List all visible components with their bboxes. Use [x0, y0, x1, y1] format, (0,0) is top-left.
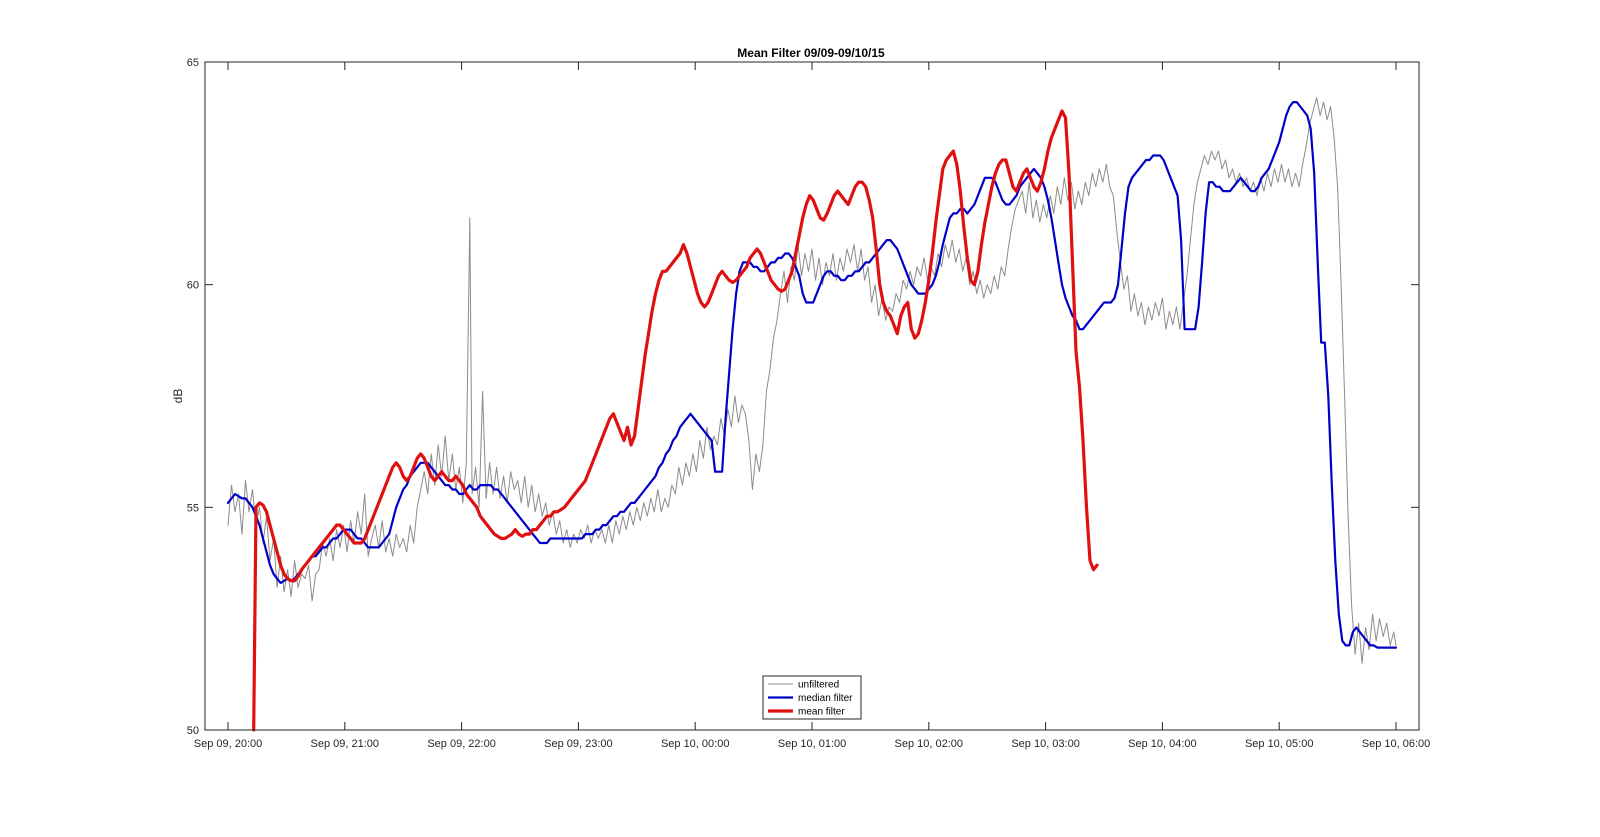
y-axis-label: dB [171, 389, 185, 404]
legend-entry-label: mean filter [798, 707, 845, 718]
x-tick-label: Sep 10, 06:00 [1362, 738, 1431, 750]
x-tick-label: Sep 10, 04:00 [1128, 738, 1197, 750]
axes: Sep 09, 20:00 Sep 09, 21:00 Sep 09, 22:00 S… [187, 57, 1431, 750]
x-tick-label: Sep 10, 00:00 [661, 738, 730, 750]
series-line-mean-filter [252, 109, 1099, 732]
series-line-unfiltered [227, 97, 1397, 664]
x-tick-label: Sep 09, 23:00 [544, 738, 613, 750]
x-tick-label: Sep 10, 01:00 [778, 738, 847, 750]
legend-entry-label: median filter [798, 693, 853, 704]
chart-title: Mean Filter 09/09-09/10/15 [737, 46, 885, 60]
x-tick-label: Sep 09, 22:00 [427, 738, 496, 750]
x-tick-label: Sep 09, 20:00 [194, 738, 263, 750]
legend: unfiltered median filter mean filter [762, 675, 862, 720]
legend-entry-label: unfiltered [798, 680, 839, 691]
y-tick-label: 65 [187, 57, 199, 69]
y-tick-label: 60 [187, 280, 199, 292]
series-line-median-filter [226, 100, 1398, 649]
x-tick-label: Sep 10, 05:00 [1245, 738, 1314, 750]
x-tick-label: Sep 10, 02:00 [895, 738, 964, 750]
x-tick-label: Sep 10, 03:00 [1011, 738, 1080, 750]
y-tick-label: 50 [187, 725, 199, 737]
y-tick-label: 55 [187, 502, 199, 514]
plot-area [226, 97, 1398, 732]
x-tick-label: Sep 09, 21:00 [311, 738, 380, 750]
